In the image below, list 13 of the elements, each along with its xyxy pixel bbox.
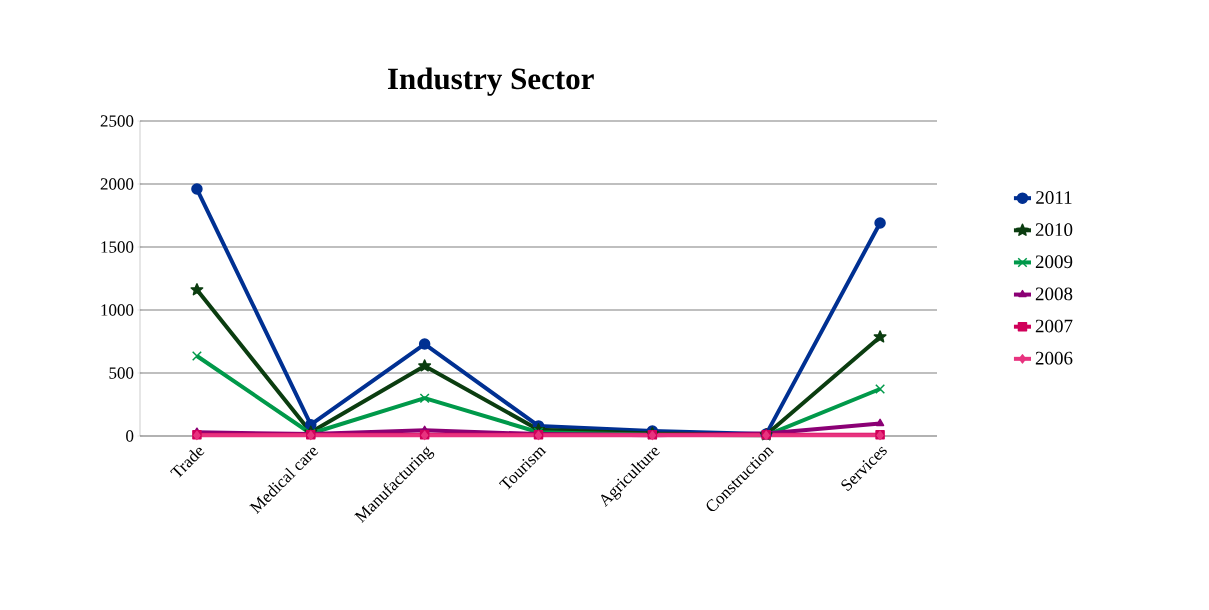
chart-title: Industry Sector — [387, 67, 594, 96]
y-tick-label: 1000 — [101, 304, 134, 316]
legend-label: 2009 — [1035, 255, 1073, 269]
y-tick-label: 2000 — [100, 178, 134, 190]
legend-label: 2007 — [1035, 319, 1073, 333]
y-tick-label: 1500 — [101, 241, 134, 253]
y-tick-label: 2500 — [100, 115, 134, 127]
y-tick-label: 500 — [109, 367, 134, 379]
legend-label: 2008 — [1035, 287, 1073, 301]
legend-label: 2006 — [1035, 351, 1073, 365]
legend-label: 2011 — [1036, 191, 1072, 204]
y-tick-label: 0 — [126, 430, 134, 442]
legend-label: 2010 — [1035, 223, 1073, 237]
